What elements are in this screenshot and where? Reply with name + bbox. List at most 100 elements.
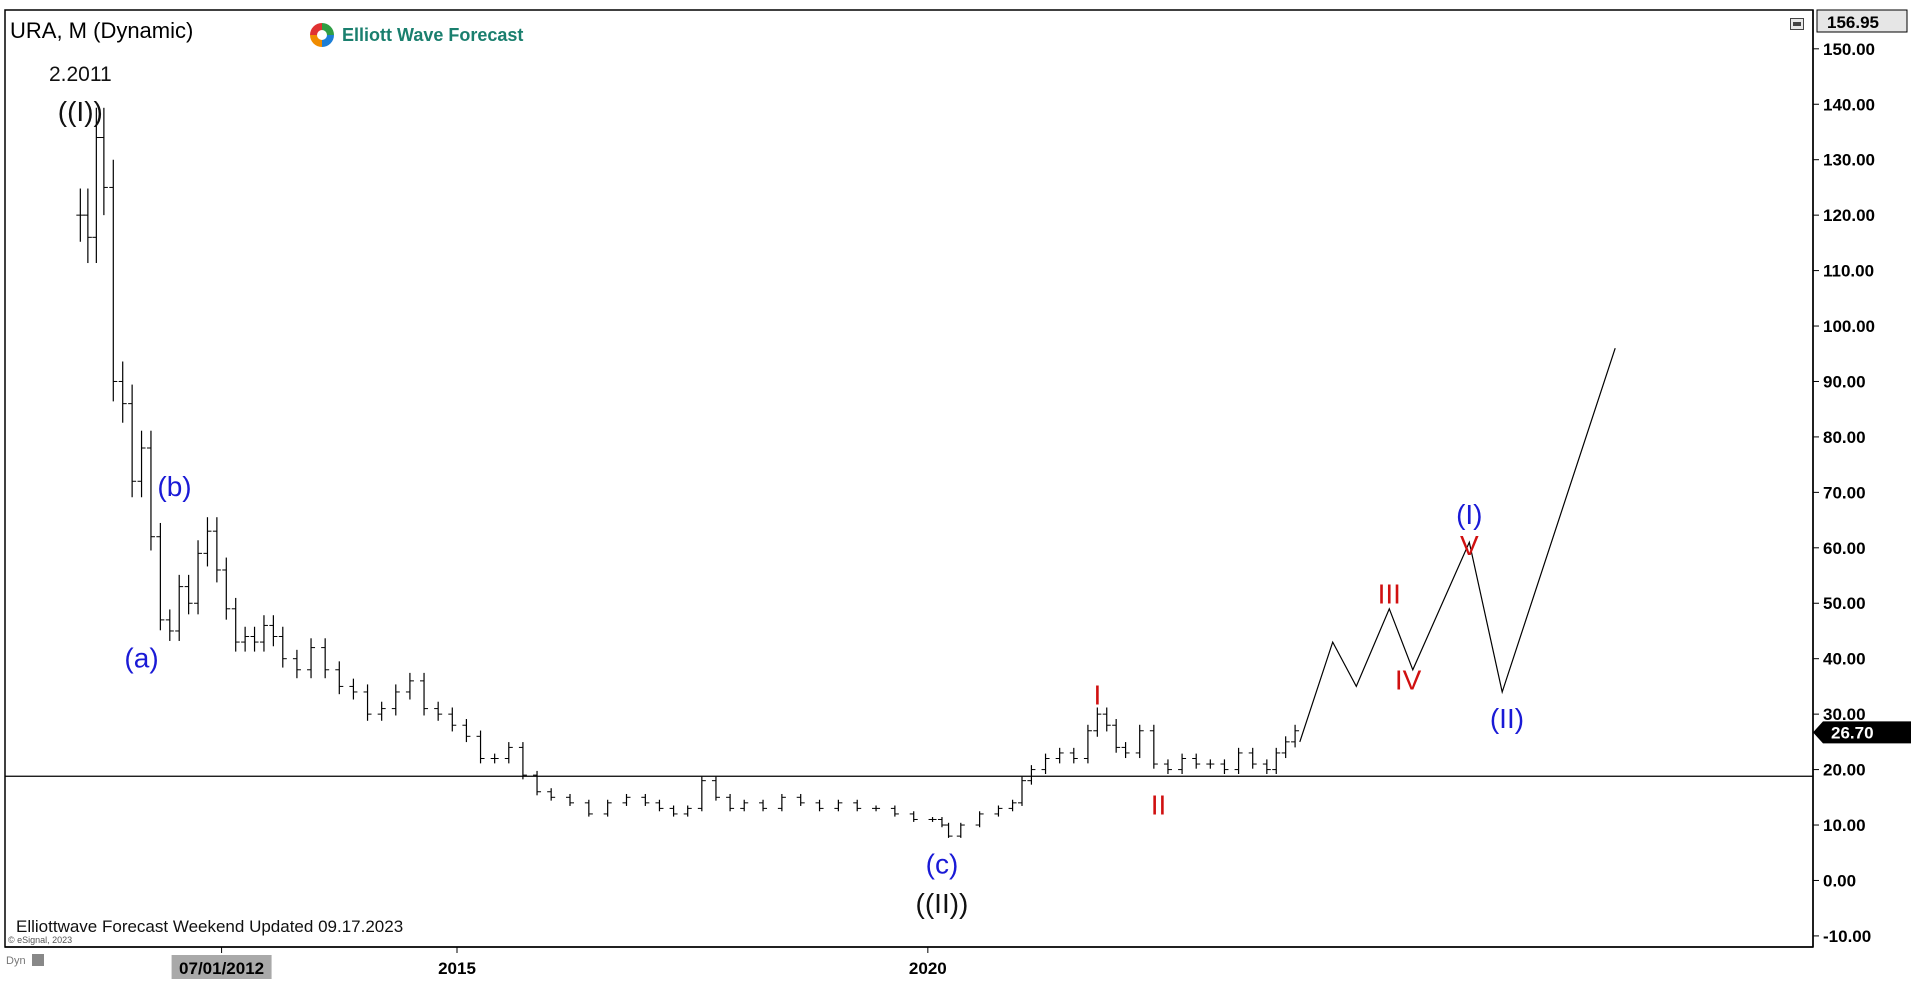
- y-tick-label: 30.00: [1823, 705, 1866, 724]
- wave-label: (a): [124, 643, 158, 674]
- price-bar: [518, 742, 527, 780]
- wave-label: 2.2011: [49, 63, 112, 86]
- y-tick-label: 150.00: [1823, 40, 1875, 59]
- y-tick-label: 20.00: [1823, 761, 1866, 780]
- price-bar: [109, 159, 118, 402]
- y-tick: 90.00: [1813, 372, 1866, 391]
- price-bar: [1008, 799, 1017, 812]
- price-bar: [203, 517, 212, 567]
- dyn-label: Dyn: [6, 955, 26, 967]
- y-tick: 10.00: [1813, 816, 1866, 835]
- price-bar: [603, 799, 612, 817]
- y-tick: 130.00: [1813, 151, 1875, 170]
- price-bar: [683, 805, 692, 817]
- y-tick-label: 40.00: [1823, 650, 1866, 669]
- price-bar: [711, 776, 720, 801]
- price-bar: [975, 811, 984, 828]
- price-bar: [184, 574, 193, 615]
- price-bar: [231, 597, 240, 652]
- price-bar: [796, 793, 805, 806]
- dyn-toggle-icon[interactable]: [32, 954, 44, 966]
- y-tick: -10.00: [1813, 927, 1871, 946]
- y-tick-label: 110.00: [1823, 262, 1874, 281]
- price-bar: [584, 799, 593, 817]
- maximize-icon[interactable]: [1790, 18, 1804, 30]
- price-bar: [83, 188, 92, 264]
- y-tick-label: 140.00: [1823, 95, 1875, 114]
- price-bar: [476, 730, 485, 764]
- y-tick-label: 50.00: [1823, 594, 1866, 613]
- price-bar: [307, 638, 316, 679]
- x-tick-label: 2020: [909, 959, 947, 978]
- last-price-label: 26.70: [1831, 723, 1874, 742]
- x-axis-ticks: 07/01/2012 2015 2020: [171, 947, 947, 979]
- y-tick-label: 130.00: [1823, 151, 1875, 170]
- price-bar: [259, 615, 268, 652]
- y-tick: 100.00: [1813, 317, 1875, 336]
- price-bar: [156, 522, 165, 631]
- price-bar: [212, 517, 221, 583]
- price-bar: [655, 799, 664, 812]
- price-bar: [909, 811, 918, 822]
- price-bar: [349, 678, 358, 700]
- projection-line: [1299, 348, 1616, 743]
- price-bar: [405, 672, 414, 700]
- price-bar: [994, 805, 1003, 817]
- price-bar: [890, 805, 899, 817]
- price-bar: [547, 788, 556, 801]
- price-bar: [1055, 747, 1064, 764]
- price-bar: [1272, 747, 1281, 775]
- wave-label: (I): [1456, 499, 1482, 530]
- price-bar: [269, 615, 278, 647]
- y-tick-label: 120.00: [1823, 206, 1875, 225]
- projection-path: [1299, 348, 1616, 743]
- price-bar: [1027, 765, 1036, 785]
- brand-logo: Elliott Wave Forecast: [310, 20, 523, 50]
- price-bar: [335, 661, 344, 695]
- wave-label: IV: [1395, 664, 1422, 695]
- copyright-note: © eSignal, 2023: [8, 935, 73, 945]
- price-bar: [777, 793, 786, 812]
- y-tick-label: 60.00: [1823, 539, 1866, 558]
- price-bar: [175, 574, 184, 641]
- price-bar: [420, 672, 429, 716]
- brand-logo-icon: [310, 23, 334, 47]
- price-bar: [1112, 719, 1121, 753]
- y-tick-label: 90.00: [1823, 372, 1866, 391]
- price-bar: [128, 384, 137, 498]
- price-bar: [194, 540, 203, 615]
- last-price-marker: 26.70: [1813, 721, 1911, 744]
- price-bar: [1248, 747, 1257, 769]
- price-bar: [490, 753, 499, 764]
- price-bar: [928, 817, 937, 822]
- y-tick-label: 70.00: [1823, 483, 1866, 502]
- wave-label: II: [1151, 790, 1167, 821]
- price-bar: [1291, 724, 1300, 748]
- price-bar: [834, 799, 843, 812]
- wave-label: V: [1460, 530, 1479, 561]
- price-bar: [1281, 736, 1290, 759]
- y-axis-ticks: -10.00 0.00 10.00 20.00 30.00 40.00 50.00 60.00…: [1813, 9, 1911, 946]
- x-tick: 2015: [438, 947, 476, 978]
- symbol-label: URA, M (Dynamic): [10, 18, 193, 43]
- price-bar: [1121, 742, 1130, 759]
- price-bar: [146, 430, 155, 551]
- y-tick: 40.00: [1813, 650, 1866, 669]
- y-tick: 20.00: [1813, 761, 1866, 780]
- wave-label: I: [1093, 679, 1101, 710]
- price-bar: [641, 793, 650, 806]
- y-tick: 80.00: [1813, 428, 1866, 447]
- y-tick-label: -10.00: [1823, 927, 1871, 946]
- price-bar: [292, 649, 301, 679]
- price-bar: [697, 776, 706, 812]
- price-bar: [1135, 724, 1144, 759]
- price-bar: [533, 770, 542, 796]
- price-bar: [1234, 747, 1243, 775]
- x-tick-label: 07/01/2012: [179, 959, 264, 978]
- wave-label: (c): [926, 848, 959, 879]
- price-bar: [462, 719, 471, 743]
- y-tick: 30.00: [1813, 705, 1866, 724]
- price-bar: [137, 430, 146, 498]
